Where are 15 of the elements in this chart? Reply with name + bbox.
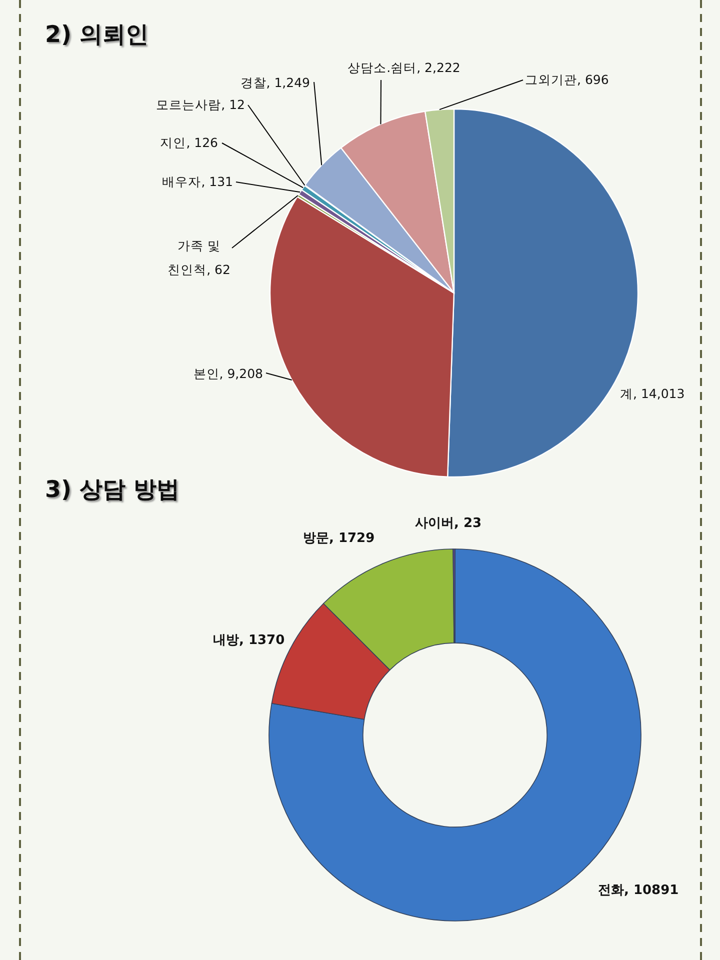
slice-label: 본인, 9,208 bbox=[193, 366, 264, 381]
slice-label: 지인, 126 bbox=[160, 135, 218, 150]
slice-label: 계, 14,013 bbox=[620, 386, 685, 401]
slice-label: 상담소.쉼터, 2,222 bbox=[348, 60, 460, 75]
slice-label: 배우자, 131 bbox=[162, 174, 233, 189]
slice-label: 사이버, 23 bbox=[415, 516, 482, 531]
slice-label: 그외기관, 696 bbox=[525, 72, 609, 87]
slice-label: 가족 및 친인척, 62 bbox=[168, 238, 230, 277]
slice-label: 내방, 1370 bbox=[213, 633, 285, 648]
slice-label: 전화, 10891 bbox=[598, 883, 679, 898]
chart-title: 2) 의뢰인 bbox=[45, 22, 149, 48]
slice-label: 경찰, 1,249 bbox=[240, 75, 310, 90]
chart-title: 3) 상담 방법 bbox=[45, 477, 180, 503]
slice-label: 방문, 1729 bbox=[303, 531, 375, 546]
slice-label: 모르는사람, 12 bbox=[156, 97, 245, 112]
